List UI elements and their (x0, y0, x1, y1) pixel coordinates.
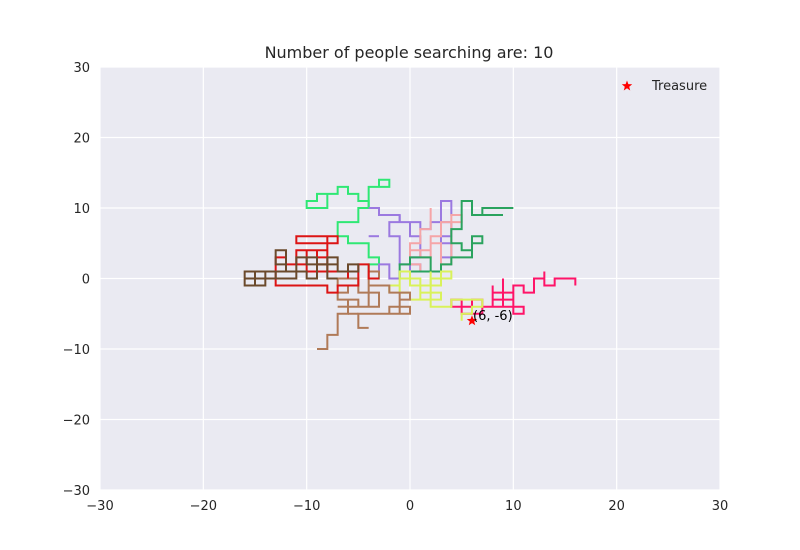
search-path-line (388, 270, 484, 321)
search-path-line (305, 185, 370, 209)
legend-star-icon (621, 80, 633, 91)
legend: Treasure (621, 79, 707, 94)
x-tick-label: −10 (293, 499, 320, 514)
y-tick-label: 0 (82, 273, 90, 288)
x-tick-label: 0 (406, 499, 414, 514)
search-path-line (429, 270, 453, 287)
search-path-line (274, 235, 379, 294)
y-axis-tick-labels: −30 −20 −10 0 10 20 30 (63, 61, 90, 499)
y-tick-label: −20 (63, 414, 90, 429)
y-tick-label: 30 (73, 61, 90, 76)
y-tick-label: −10 (63, 343, 90, 358)
y-tick-label: 20 (73, 132, 90, 147)
chart-title: Number of people searching are: 10 (265, 43, 554, 62)
search-path-line (243, 249, 360, 287)
search-path-line (317, 270, 411, 350)
x-tick-label: 10 (505, 499, 522, 514)
x-tick-label: 30 (712, 499, 729, 514)
search-path-line (336, 178, 391, 272)
y-tick-label: −30 (63, 484, 90, 499)
x-axis-tick-labels: −30 −20 −10 0 10 20 30 (86, 499, 728, 514)
treasure: (6, -6) (466, 309, 513, 326)
legend-label-treasure: Treasure (651, 79, 707, 94)
x-tick-label: 20 (608, 499, 625, 514)
treasure-star-marker (466, 315, 478, 326)
search-path-line (398, 199, 514, 280)
search-paths (243, 178, 577, 350)
x-tick-label: −20 (190, 499, 217, 514)
x-tick-label: −30 (86, 499, 113, 514)
y-tick-label: 10 (73, 202, 90, 217)
treasure-coordinate-label: (6, -6) (473, 309, 513, 324)
